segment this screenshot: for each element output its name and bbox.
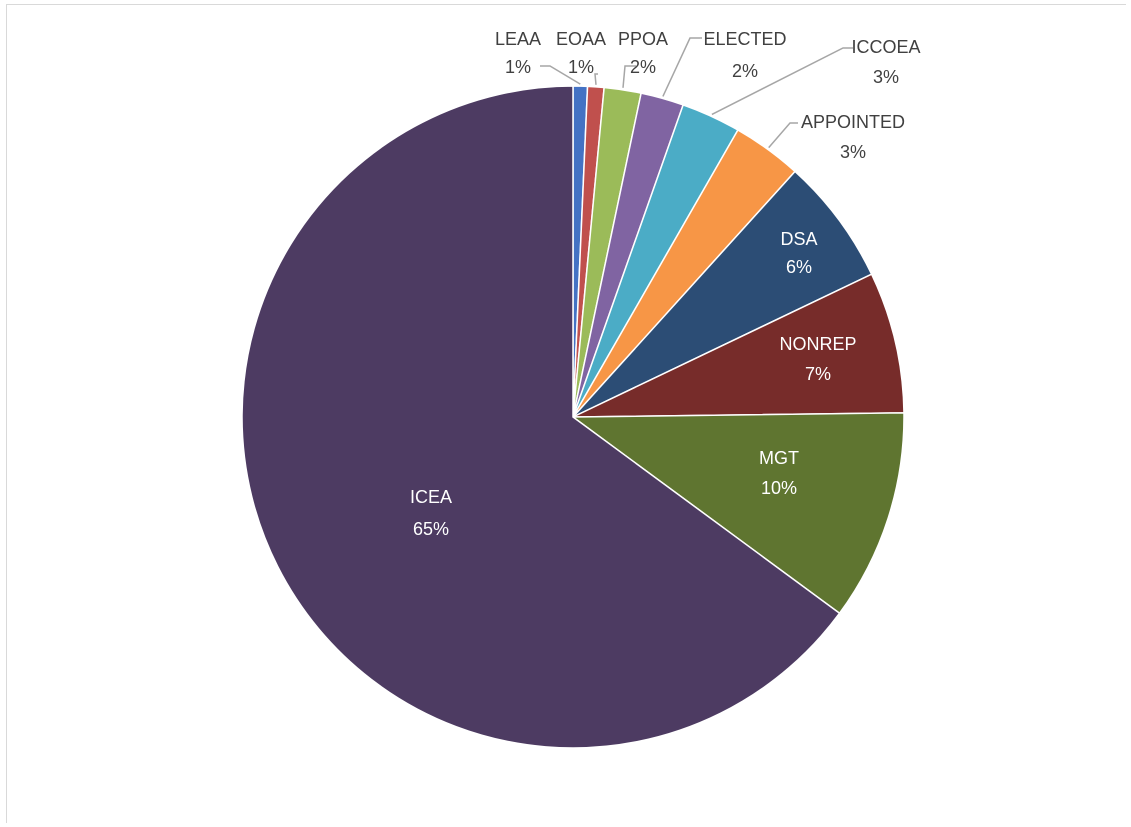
slice-label-icea: ICEA [410, 487, 452, 507]
slice-label-iccoea: ICCOEA [851, 37, 920, 57]
slice-percent-eoaa: 1% [568, 57, 594, 77]
leader-line-appointed [769, 123, 798, 148]
slice-label-ppoa: PPOA [618, 29, 668, 49]
slice-label-eoaa: EOAA [556, 29, 606, 49]
slice-label-dsa: DSA [780, 229, 817, 249]
slice-percent-appointed: 3% [840, 142, 866, 162]
slice-percent-mgt: 10% [761, 478, 797, 498]
slice-label-nonrep: NONREP [779, 334, 856, 354]
slice-percent-dsa: 6% [786, 257, 812, 277]
pie-slices [242, 86, 904, 748]
slice-percent-nonrep: 7% [805, 364, 831, 384]
slice-percent-leaa: 1% [505, 57, 531, 77]
leader-line-iccoea [712, 48, 853, 114]
slice-label-mgt: MGT [759, 448, 799, 468]
slice-percent-ppoa: 2% [630, 57, 656, 77]
slice-percent-elected: 2% [732, 61, 758, 81]
slice-label-elected: ELECTED [703, 29, 786, 49]
slice-percent-iccoea: 3% [873, 67, 899, 87]
slice-label-appointed: APPOINTED [801, 112, 905, 132]
slice-label-leaa: LEAA [495, 29, 541, 49]
leader-line-elected [663, 38, 702, 96]
leader-line-eoaa [595, 74, 598, 85]
slice-percent-icea: 65% [413, 519, 449, 539]
